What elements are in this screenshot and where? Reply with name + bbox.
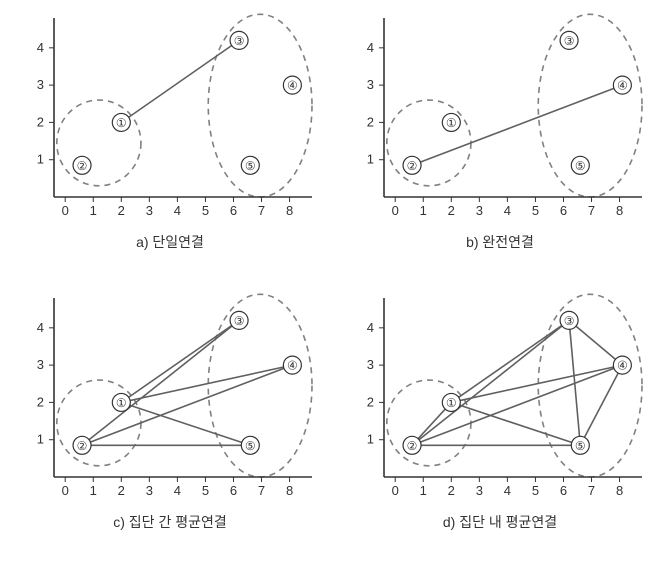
y-tick-1: 1 xyxy=(37,432,44,447)
x-tick-8: 8 xyxy=(616,483,623,498)
x-tick-6: 6 xyxy=(560,203,567,218)
x-tick-8: 8 xyxy=(616,203,623,218)
node-1-label: ① xyxy=(446,116,457,130)
node-4-label: ④ xyxy=(287,359,298,373)
caption-c: c) 집단 간 평균연결 xyxy=(70,512,270,532)
y-tick-1: 1 xyxy=(37,152,44,167)
node-1-label: ① xyxy=(116,116,127,130)
panel-a: 0 1 2 3 4 5 6 7 8 1 2 3 4 ① ② ③ ④ ⑤ xyxy=(20,10,320,225)
node-4-label: ④ xyxy=(617,79,628,93)
y-tick-2: 2 xyxy=(37,114,44,129)
node-3-label: ③ xyxy=(564,34,575,48)
x-tick-0: 0 xyxy=(62,203,69,218)
x-tick-2: 2 xyxy=(118,203,125,218)
x-tick-4: 4 xyxy=(504,483,511,498)
y-tick-2: 2 xyxy=(367,394,374,409)
y-tick-4: 4 xyxy=(37,320,44,335)
x-tick-7: 7 xyxy=(588,203,595,218)
node-3-label: ③ xyxy=(234,314,245,328)
node-1-label: ① xyxy=(446,396,457,410)
x-tick-1: 1 xyxy=(90,483,97,498)
node-2-label: ② xyxy=(407,439,418,453)
x-tick-0: 0 xyxy=(62,483,69,498)
y-tick-4: 4 xyxy=(367,40,374,55)
x-tick-1: 1 xyxy=(420,203,427,218)
caption-d: d) 집단 내 평균연결 xyxy=(400,512,600,532)
y-tick-1: 1 xyxy=(367,432,374,447)
x-tick-1: 1 xyxy=(90,203,97,218)
node-5-label: ⑤ xyxy=(575,159,586,173)
x-tick-7: 7 xyxy=(258,483,265,498)
x-tick-2: 2 xyxy=(448,483,455,498)
node-2-label: ② xyxy=(77,439,88,453)
y-tick-3: 3 xyxy=(367,77,374,92)
x-tick-4: 4 xyxy=(504,203,511,218)
caption-a: a) 단일연결 xyxy=(70,232,270,252)
node-4-label: ④ xyxy=(287,79,298,93)
node-3-label: ③ xyxy=(564,314,575,328)
node-2-label: ② xyxy=(407,159,418,173)
node-4-label: ④ xyxy=(617,359,628,373)
node-1-label: ① xyxy=(116,396,127,410)
x-tick-3: 3 xyxy=(476,203,483,218)
x-tick-1: 1 xyxy=(420,483,427,498)
x-tick-0: 0 xyxy=(392,483,399,498)
x-tick-5: 5 xyxy=(532,203,539,218)
y-tick-3: 3 xyxy=(37,357,44,372)
panel-c: 0 1 2 3 4 5 6 7 8 1 2 3 4 ① ② ③ ④ ⑤ xyxy=(20,290,320,505)
x-tick-3: 3 xyxy=(146,483,153,498)
y-tick-4: 4 xyxy=(367,320,374,335)
x-tick-7: 7 xyxy=(258,203,265,218)
x-tick-8: 8 xyxy=(286,483,293,498)
x-tick-6: 6 xyxy=(230,483,237,498)
x-tick-3: 3 xyxy=(476,483,483,498)
x-tick-6: 6 xyxy=(230,203,237,218)
x-tick-2: 2 xyxy=(448,203,455,218)
node-2-label: ② xyxy=(77,159,88,173)
y-tick-4: 4 xyxy=(37,40,44,55)
x-tick-5: 5 xyxy=(202,483,209,498)
panel-b: 0 1 2 3 4 5 6 7 8 1 2 3 4 ① ② ③ ④ ⑤ xyxy=(350,10,650,225)
x-tick-2: 2 xyxy=(118,483,125,498)
node-5-label: ⑤ xyxy=(245,439,256,453)
node-5-label: ⑤ xyxy=(245,159,256,173)
x-tick-6: 6 xyxy=(560,483,567,498)
caption-b: b) 완전연결 xyxy=(400,232,600,252)
x-tick-0: 0 xyxy=(392,203,399,218)
panel-d: 0 1 2 3 4 5 6 7 8 1 2 3 4 ① ② ③ ④ ⑤ xyxy=(350,290,650,505)
x-tick-5: 5 xyxy=(202,203,209,218)
y-tick-1: 1 xyxy=(367,152,374,167)
x-tick-8: 8 xyxy=(286,203,293,218)
x-tick-4: 4 xyxy=(174,483,181,498)
y-tick-3: 3 xyxy=(367,357,374,372)
y-tick-2: 2 xyxy=(367,114,374,129)
y-tick-2: 2 xyxy=(37,394,44,409)
y-tick-3: 3 xyxy=(37,77,44,92)
x-tick-7: 7 xyxy=(588,483,595,498)
x-tick-4: 4 xyxy=(174,203,181,218)
node-5-label: ⑤ xyxy=(575,439,586,453)
x-tick-5: 5 xyxy=(532,483,539,498)
node-3-label: ③ xyxy=(234,34,245,48)
x-tick-3: 3 xyxy=(146,203,153,218)
